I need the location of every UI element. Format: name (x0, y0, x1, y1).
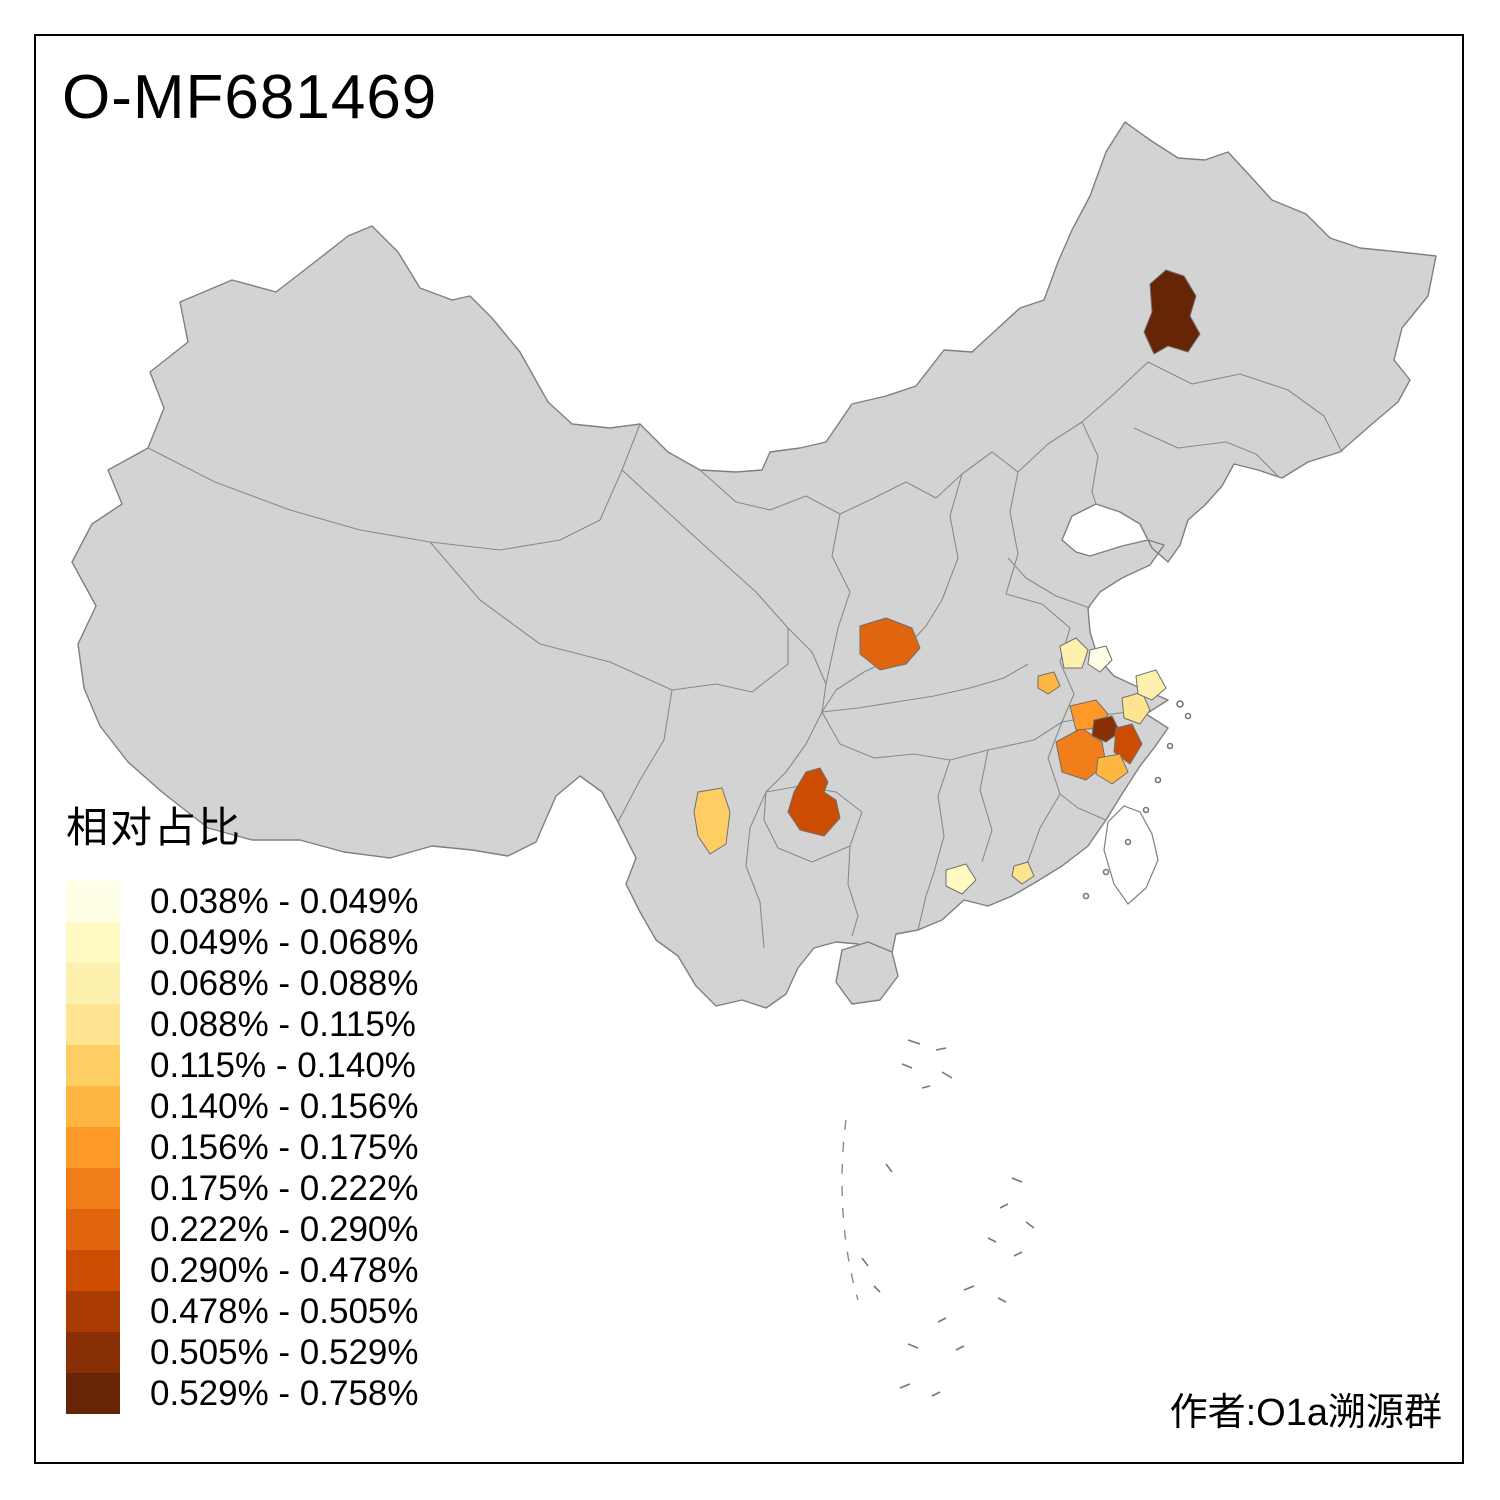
south-china-sea-islets (861, 1039, 1035, 1397)
legend-row: 0.175% - 0.222% (66, 1168, 419, 1209)
legend-swatch (66, 1373, 120, 1414)
legend-label: 0.038% - 0.049% (150, 881, 419, 921)
legend-swatch (66, 1291, 120, 1332)
coastal-islets (1082, 700, 1192, 900)
region-northeast (1143, 269, 1201, 355)
hainan-island (835, 941, 899, 1005)
legend-swatch (66, 963, 120, 1004)
region-delta-d (1113, 723, 1143, 765)
legend-row: 0.115% - 0.140% (66, 1045, 419, 1086)
region-guizhou (787, 767, 841, 837)
legend-row: 0.088% - 0.115% (66, 1004, 419, 1045)
legend-swatch (66, 1168, 120, 1209)
plot-title: O-MF681469 (62, 63, 438, 132)
region-delta-c (1091, 715, 1121, 743)
legend-label: 0.115% - 0.140% (150, 1045, 416, 1085)
legend-label: 0.505% - 0.529% (150, 1332, 419, 1372)
legend-swatch (66, 1332, 120, 1373)
legend-row: 0.290% - 0.478% (66, 1250, 419, 1291)
legend-row: 0.156% - 0.175% (66, 1127, 419, 1168)
legend-label: 0.068% - 0.088% (150, 963, 419, 1003)
legend-row: 0.529% - 0.758% (66, 1373, 419, 1414)
region-south-shaanxi (859, 617, 921, 671)
nine-dash-line (841, 1119, 859, 1301)
legend-row: 0.140% - 0.156% (66, 1086, 419, 1127)
legend-label: 0.175% - 0.222% (150, 1168, 419, 1208)
legend-label: 0.478% - 0.505% (150, 1291, 419, 1331)
region-shanghai (1135, 669, 1167, 701)
legend-swatch (66, 881, 120, 922)
legend-row: 0.049% - 0.068% (66, 922, 419, 963)
legend-label: 0.088% - 0.115% (150, 1004, 416, 1044)
legend-row: 0.478% - 0.505% (66, 1291, 419, 1332)
legend-row: 0.038% - 0.049% (66, 881, 419, 922)
legend-swatch (66, 1209, 120, 1250)
legend-swatch (66, 1045, 120, 1086)
province-boundaries (147, 361, 1343, 949)
attribution: 作者:O1a溯源群 (1169, 1392, 1442, 1434)
region-delta-e (1095, 753, 1129, 785)
legend-row: 0.505% - 0.529% (66, 1332, 419, 1373)
region-jiangsu-b (1087, 645, 1113, 673)
legend-title: 相对占比 (66, 804, 243, 851)
legend-swatch (66, 1127, 120, 1168)
taiwan-island (1103, 805, 1159, 905)
legend-row: 0.068% - 0.088% (66, 963, 419, 1004)
legend-label: 0.140% - 0.156% (150, 1086, 419, 1126)
region-jiangsu-c (1037, 671, 1061, 695)
legend-label: 0.290% - 0.478% (150, 1250, 419, 1290)
legend-swatch (66, 1086, 120, 1127)
region-yunnan (693, 787, 731, 855)
legend: 相对占比 0.038% - 0.049% 0.049% - 0.068% 0.0… (66, 794, 419, 1414)
legend-swatch (66, 922, 120, 963)
legend-label: 0.049% - 0.068% (150, 922, 419, 962)
legend-swatch (66, 1004, 120, 1045)
legend-label: 0.529% - 0.758% (150, 1373, 419, 1413)
legend-swatch (66, 1250, 120, 1291)
legend-label: 0.156% - 0.175% (150, 1127, 419, 1167)
legend-row: 0.222% - 0.290% (66, 1209, 419, 1250)
region-guangdong-a (945, 863, 977, 895)
legend-label: 0.222% - 0.290% (150, 1209, 419, 1249)
region-guangdong-b (1011, 861, 1035, 885)
region-jiangsu-a (1059, 637, 1089, 669)
mainland-shape (71, 121, 1437, 1009)
